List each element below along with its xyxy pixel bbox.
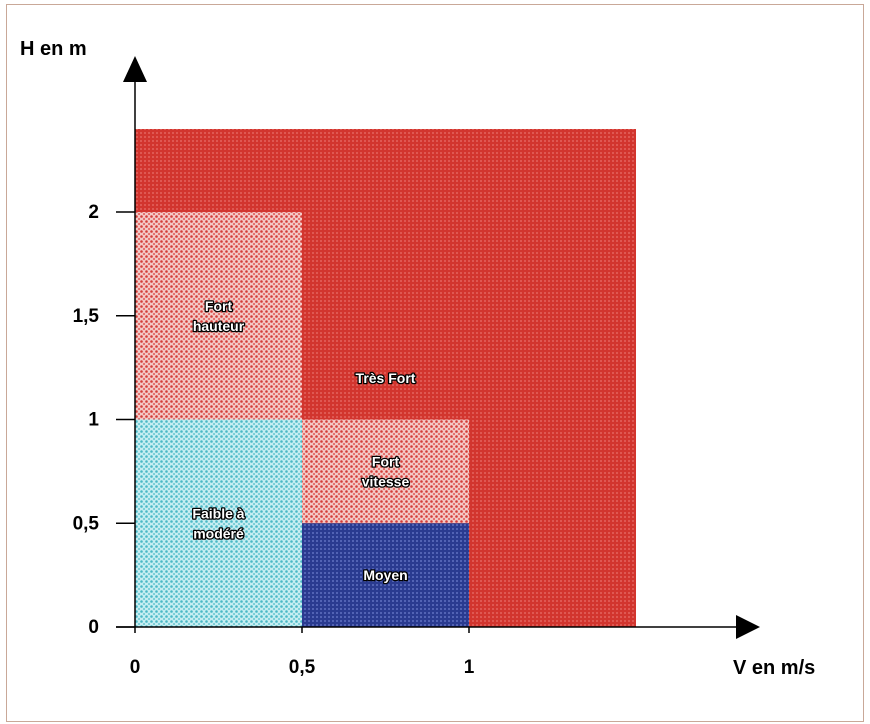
x-axis-label: V en m/s: [733, 657, 815, 679]
region-label-fort-hauteur: Fort hauteur: [193, 298, 245, 334]
y-axis-arrow: [123, 56, 147, 82]
x-tick-label: 1: [464, 657, 475, 678]
region-faible-a-modere: [135, 419, 302, 627]
region-label-faible-a-modere: Faible à modéré: [192, 505, 244, 541]
y-tick-label: 1,5: [73, 306, 100, 327]
y-tick-label: 0: [88, 617, 99, 638]
y-tick-label: 2: [88, 202, 99, 223]
y-axis-label: H en m: [20, 38, 87, 60]
region-label-fort-vitesse: Fort vitesse: [362, 453, 410, 489]
x-axis-arrow: [736, 615, 760, 639]
region-label-tres-fort: Très Fort: [356, 370, 416, 386]
x-tick-label: 0: [130, 657, 141, 678]
region-fort-hauteur: [135, 212, 302, 420]
region-moyen: [302, 523, 469, 627]
region-label-moyen: Moyen: [363, 567, 407, 583]
y-tick-label: 1: [88, 410, 99, 431]
region-fort-vitesse: [302, 419, 469, 524]
x-tick-label: 0,5: [289, 657, 316, 678]
y-tick-label: 0,5: [73, 513, 100, 534]
